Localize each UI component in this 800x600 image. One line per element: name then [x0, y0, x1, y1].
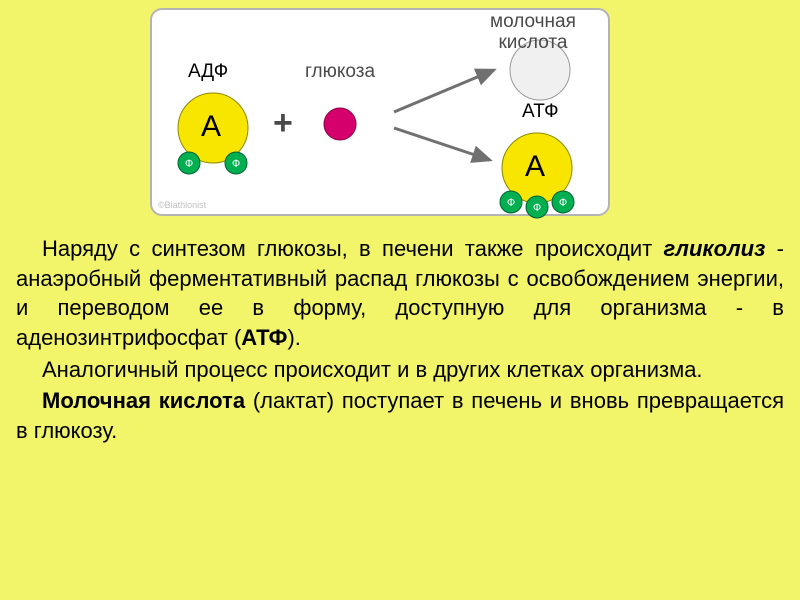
page-background: Ф Ф Ф Ф Ф молочная кислота АДФ глюкоза АТФ А… [0, 0, 800, 600]
label-glucose: глюкоза [305, 62, 375, 83]
p1-part1: Наряду с синтезом глюкозы, в печени такж… [42, 236, 664, 261]
label-lactic-acid: молочная кислота [490, 12, 576, 54]
letter-A-left: А [201, 110, 221, 143]
p3-bold: Молочная кислота [42, 388, 245, 413]
paragraph-3: Молочная кислота (лактат) поступает в пе… [16, 386, 784, 445]
plus-sign: + [273, 104, 293, 143]
svg-text:Ф: Ф [232, 158, 240, 170]
p2-text: Аналогичный процесс происходит и в други… [42, 357, 703, 382]
label-atf: АТФ [522, 102, 559, 123]
body-text-block: Наряду с синтезом глюкозы, в печени такж… [16, 234, 784, 448]
p1-bold: гликолиз [664, 236, 766, 261]
paragraph-2: Аналогичный процесс происходит и в други… [16, 355, 784, 385]
letter-A-right: А [525, 150, 545, 183]
label-lactic-line2: кислота [498, 32, 567, 53]
diagram-svg: Ф Ф Ф Ф Ф [0, 0, 800, 230]
label-lactic-line1: молочная [490, 11, 576, 32]
svg-text:Ф: Ф [185, 158, 193, 170]
label-adf: АДФ [188, 62, 228, 83]
svg-text:Ф: Ф [559, 197, 567, 209]
paragraph-1: Наряду с синтезом глюкозы, в печени такж… [16, 234, 784, 353]
svg-text:Ф: Ф [507, 197, 515, 209]
p1-bold2: АТФ [241, 325, 287, 350]
p1-part3: ). [287, 325, 300, 350]
svg-text:Ф: Ф [533, 202, 541, 214]
copyright-text: ©Biathlonist [158, 200, 206, 210]
